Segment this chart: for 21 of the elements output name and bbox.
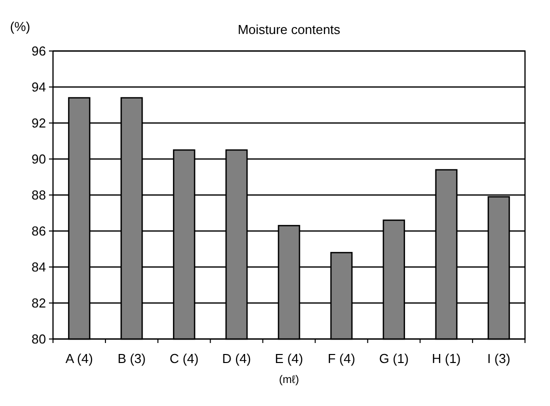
y-tick-label: 88 — [32, 188, 46, 203]
y-tick-label: 90 — [32, 152, 46, 167]
y-tick-label: 84 — [32, 260, 46, 275]
y-tick-label: 96 — [32, 44, 46, 59]
x-axis-title: (mℓ) — [278, 374, 300, 386]
x-tick-label: B (3) — [118, 351, 146, 366]
y-tick-label: 92 — [32, 116, 46, 131]
y-tick-label: 82 — [32, 296, 46, 311]
chart-title: Moisture contents — [238, 22, 341, 37]
x-tick-label: H (1) — [432, 351, 461, 366]
x-tick-label: E (4) — [274, 351, 304, 366]
x-tick-label: F (4) — [328, 351, 356, 366]
y-tick-label: 86 — [32, 224, 46, 239]
y-axis-title: (%) — [10, 19, 30, 34]
y-tick-label: 80 — [32, 332, 46, 347]
x-tick-label: I (3) — [487, 351, 510, 366]
y-tick-label: 94 — [32, 80, 46, 95]
x-tick-label: G (1) — [379, 351, 409, 366]
x-tick-label: D (4) — [222, 351, 251, 366]
x-tick-label: A (4) — [65, 351, 93, 366]
x-tick-label: C (4) — [170, 351, 199, 366]
